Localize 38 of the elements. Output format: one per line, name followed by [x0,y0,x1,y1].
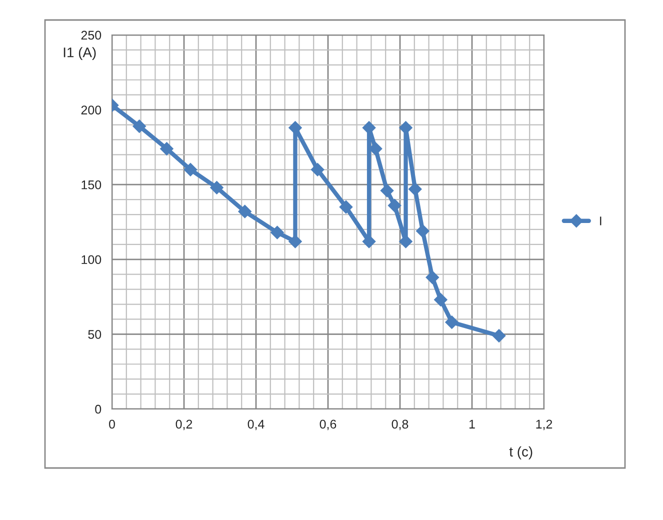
point [408,182,422,196]
point [380,184,394,198]
point [270,226,284,240]
y-tick-label: 100 [82,255,102,264]
y-tick-label: 150 [82,180,102,190]
point [288,121,302,134]
point [310,163,324,176]
y-axis-title: I1 (A) [64,47,96,60]
y-tick-label: 250 [81,30,102,40]
x-tick-label: 0,6 [320,420,336,430]
point [238,204,252,218]
x-tick-label: 1 [469,420,475,428]
point [160,142,174,156]
point [426,270,439,284]
point [210,181,224,194]
point [399,121,412,134]
x-tick-label: 0,8 [392,420,408,430]
point [184,163,198,176]
point [492,329,506,342]
y-tick-label: 0 [95,404,102,414]
y-tick-label: 50 [88,330,102,339]
point [288,234,302,248]
x-tick-label: 0,2 [176,420,192,430]
legend-label: I [600,216,602,226]
x-tick-label: 1,2 [536,420,552,430]
point [362,234,376,248]
point [362,121,376,134]
point [388,198,402,212]
point [434,293,448,306]
point [132,120,146,133]
point [445,316,458,329]
y-tick-label: 200 [81,106,102,114]
point [416,224,430,238]
x-tick-label: 0,4 [248,420,264,430]
x-tick-label: 0 [109,420,115,429]
point [399,234,412,248]
x-axis-title: t (c) [509,446,532,460]
point [339,200,353,214]
